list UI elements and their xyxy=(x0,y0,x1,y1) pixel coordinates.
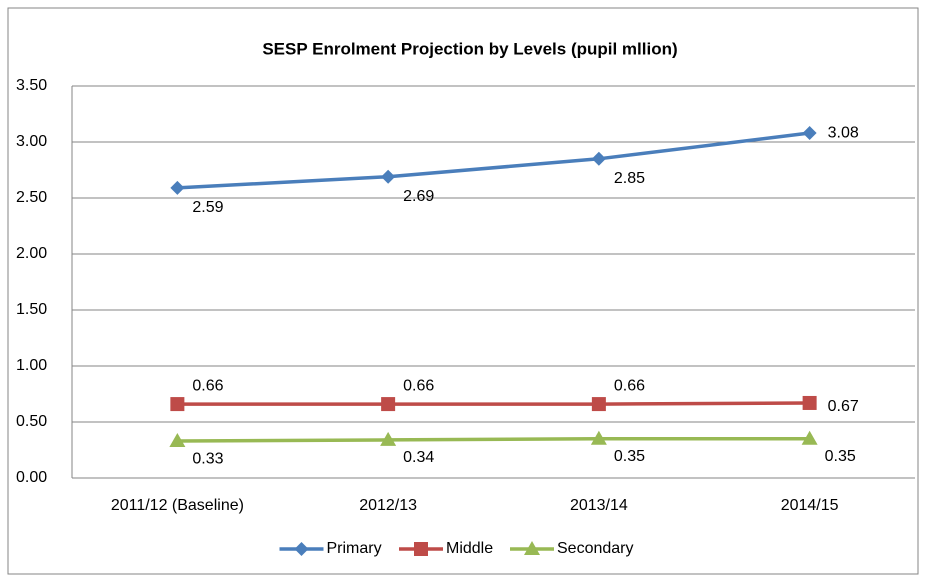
chart-title: SESP Enrolment Projection by Levels (pup… xyxy=(262,39,677,58)
legend-label: Secondary xyxy=(557,540,634,557)
data-label: 3.08 xyxy=(828,124,859,141)
legend-label: Middle xyxy=(446,540,493,557)
data-label: 2.59 xyxy=(192,199,223,216)
marker xyxy=(170,397,185,412)
data-label: 0.66 xyxy=(192,377,223,394)
legend-label: Primary xyxy=(327,540,382,557)
y-tick-label: 1.50 xyxy=(16,301,47,318)
x-tick-label: 2012/13 xyxy=(359,497,417,514)
data-label: 0.66 xyxy=(403,377,434,394)
chart-border xyxy=(7,7,919,575)
marker xyxy=(380,431,397,446)
marker xyxy=(414,542,428,556)
series-line xyxy=(177,437,810,443)
x-tick-label: 2013/14 xyxy=(570,497,628,514)
data-label: 0.67 xyxy=(828,398,859,415)
x-tick-label: 2014/15 xyxy=(781,497,839,514)
data-label: 2.85 xyxy=(614,170,645,187)
y-tick-label: 3.50 xyxy=(16,77,47,94)
data-label: 0.34 xyxy=(403,449,434,466)
marker xyxy=(170,180,185,195)
series-line xyxy=(177,401,810,406)
data-label: 0.66 xyxy=(614,377,645,394)
marker xyxy=(591,151,606,166)
marker xyxy=(591,397,606,412)
y-tick-label: 3.00 xyxy=(16,133,47,150)
data-label: 0.33 xyxy=(192,450,223,467)
marker xyxy=(381,397,396,412)
series-line xyxy=(177,131,810,190)
y-tick-label: 2.00 xyxy=(16,245,47,262)
marker xyxy=(381,169,396,184)
data-label: 0.35 xyxy=(825,448,856,465)
marker xyxy=(802,395,817,410)
y-tick-label: 1.00 xyxy=(16,357,47,374)
y-tick-label: 0.00 xyxy=(16,469,47,486)
marker xyxy=(524,541,540,555)
data-label: 2.69 xyxy=(403,188,434,205)
y-tick-label: 2.50 xyxy=(16,189,47,206)
y-tick-label: 0.50 xyxy=(16,413,47,430)
marker xyxy=(590,430,607,445)
x-tick-label: 2011/12 (Baseline) xyxy=(111,497,244,514)
marker xyxy=(169,433,186,448)
marker xyxy=(801,430,818,445)
marker xyxy=(294,542,309,556)
marker xyxy=(802,126,817,141)
data-label: 0.35 xyxy=(614,448,645,465)
